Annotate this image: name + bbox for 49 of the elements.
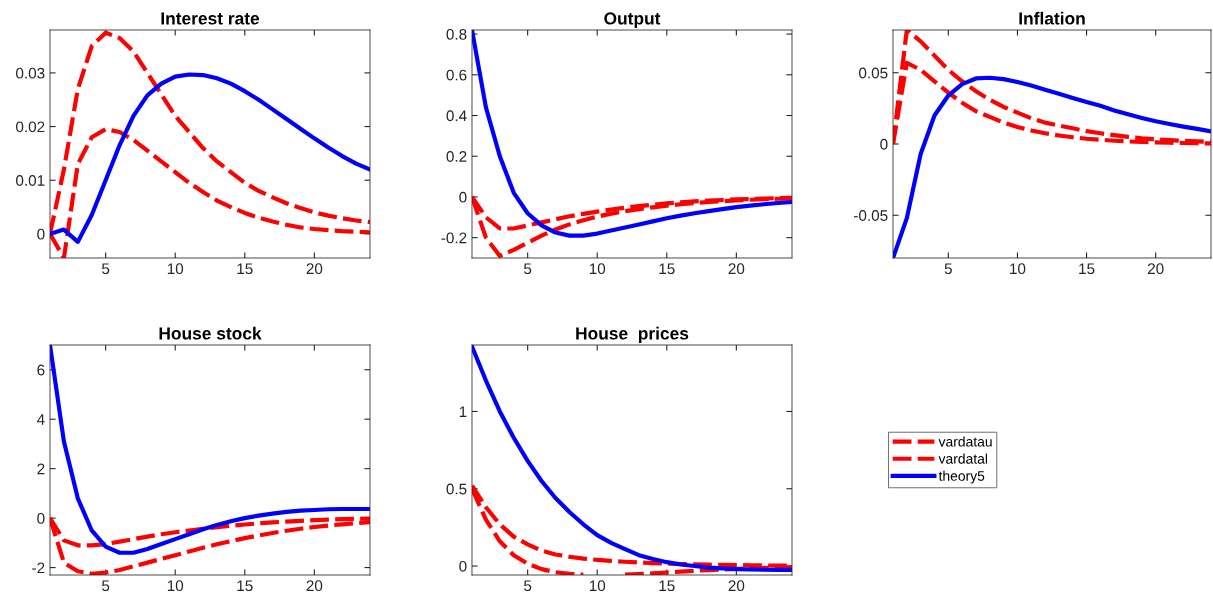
x-tick-label: 10 bbox=[167, 580, 184, 592]
y-tick-label: -2 bbox=[32, 562, 45, 574]
x-tick-label: 10 bbox=[167, 263, 184, 275]
y-tick-label: 0.5 bbox=[446, 483, 467, 495]
y-tick-label: 0.02 bbox=[16, 121, 45, 133]
y-tick-label: 6 bbox=[37, 364, 45, 376]
x-tick-label: 5 bbox=[944, 263, 952, 275]
legend-label: vardatau bbox=[938, 436, 992, 447]
chart-title: House prices bbox=[576, 326, 689, 344]
y-tick-label: -0.2 bbox=[441, 232, 467, 244]
y-tick-label: 0 bbox=[459, 560, 467, 572]
y-tick-label: 0 bbox=[37, 512, 45, 524]
chart-title: House stock bbox=[159, 326, 262, 340]
x-tick-label: 20 bbox=[1147, 263, 1164, 275]
y-tick-label: 0 bbox=[459, 191, 467, 203]
y-tick-label: 0 bbox=[880, 138, 888, 150]
x-tick-label: 5 bbox=[102, 580, 110, 592]
x-tick-label: 5 bbox=[102, 263, 110, 275]
x-tick-label: 15 bbox=[659, 580, 675, 592]
y-tick-label: 0.03 bbox=[16, 67, 45, 79]
x-tick-label: 15 bbox=[237, 263, 253, 275]
x-tick-label: 5 bbox=[524, 580, 532, 592]
x-tick-label: 5 bbox=[524, 263, 532, 275]
legend-label: theory5 bbox=[938, 470, 985, 484]
x-tick-label: 20 bbox=[306, 580, 323, 592]
y-tick-label: 0.05 bbox=[859, 67, 888, 79]
x-tick-label: 15 bbox=[1079, 263, 1095, 275]
y-tick-label: 0.8 bbox=[446, 28, 467, 40]
x-tick-label: 10 bbox=[589, 580, 606, 592]
x-tick-label: 15 bbox=[237, 580, 253, 592]
x-tick-label: 20 bbox=[728, 263, 745, 275]
y-tick-label: 0.4 bbox=[446, 110, 467, 122]
y-tick-label: 0.01 bbox=[16, 175, 45, 186]
chart-title: Inflation bbox=[1019, 11, 1085, 25]
x-tick-label: 20 bbox=[728, 580, 745, 592]
x-tick-label: 15 bbox=[659, 263, 675, 275]
y-tick-label: 2 bbox=[37, 463, 45, 475]
y-tick-label: 1 bbox=[459, 406, 467, 417]
y-tick-label: 4 bbox=[36, 414, 45, 425]
x-tick-label: 20 bbox=[306, 263, 323, 275]
chart-title: Interest rate bbox=[161, 12, 260, 25]
y-tick-label: 0.2 bbox=[446, 151, 467, 162]
x-tick-label: 10 bbox=[589, 263, 606, 275]
legend-label: vardatal bbox=[938, 453, 988, 464]
y-tick-label: 0 bbox=[37, 228, 45, 240]
x-tick-label: 10 bbox=[1010, 263, 1026, 275]
y-tick-label: 0.6 bbox=[446, 69, 467, 81]
y-tick-label: -0.05 bbox=[854, 210, 888, 221]
chart-title: Output bbox=[604, 12, 661, 29]
